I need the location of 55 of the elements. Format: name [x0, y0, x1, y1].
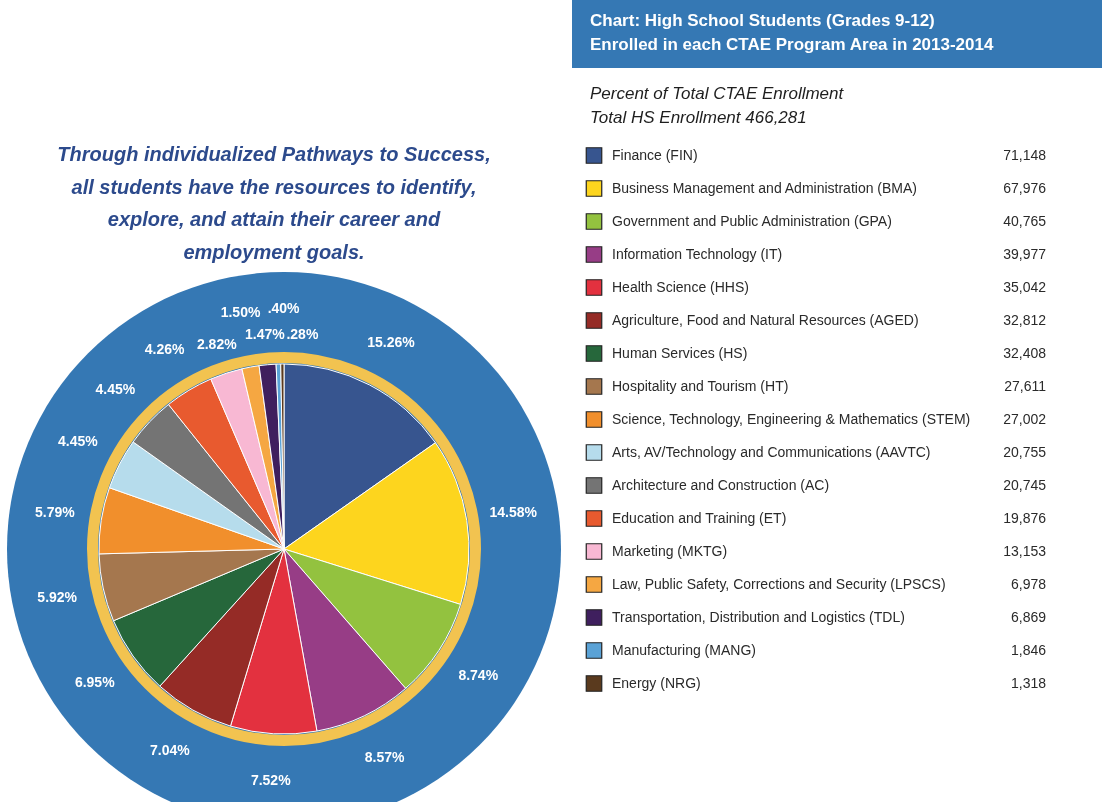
chart-title: Chart: High School Students (Grades 9-12) Enrolled in each CTAE Program Area in 2013-2014 — [590, 11, 994, 54]
data-label: 8.57% — [364, 749, 405, 766]
text: 27,611 — [1004, 377, 1046, 394]
legend-label: Marketing (MKTG) — [612, 542, 728, 559]
data-label: 1.50% — [220, 303, 261, 320]
legend-label: Hospitality and Tourism (HT) — [612, 377, 789, 394]
legend-label: Finance (FIN) — [612, 146, 698, 163]
data-label: 4.45% — [95, 380, 136, 397]
text: 19,876 — [1003, 509, 1046, 526]
text: 32,812 — [1003, 311, 1046, 328]
text: 40,765 — [1003, 212, 1046, 229]
legend-label: Science, Technology, Engineering & Mathematics (STEM) — [612, 410, 971, 427]
legend-label: Architecture and Construction (AC) — [612, 476, 830, 493]
chart-subtitle: Percent of Total CTAE Enrollment — [590, 84, 845, 103]
text: 1,318 — [1010, 674, 1046, 691]
text: 71,148 — [1003, 146, 1046, 163]
text: 32,408 — [1003, 344, 1046, 361]
legend-label: Government and Public Administration (GPA) — [612, 212, 892, 229]
data-label: 7.04% — [149, 741, 191, 758]
data-label: 4.45% — [58, 433, 99, 450]
data-label: 4.26% — [144, 341, 186, 358]
data-label: 5.92% — [37, 588, 78, 605]
text: 39,977 — [1003, 245, 1046, 262]
legend-label: Transportation, Distribution and Logistics (TDL) — [612, 608, 905, 625]
data-label: 6.95% — [74, 674, 116, 691]
data-label: 5.79% — [34, 504, 76, 521]
text: 20,755 — [1003, 443, 1046, 460]
legend-label: Law, Public Safety, Corrections and Security (LPSCS) — [612, 575, 946, 592]
text: 1,846 — [1010, 641, 1046, 658]
text: 27,002 — [1003, 410, 1046, 427]
text: 20,745 — [1003, 476, 1046, 493]
text: 6,869 — [1010, 608, 1046, 625]
data-label: .28% — [286, 325, 319, 342]
legend-label: Health Science (HHS) — [612, 278, 749, 295]
legend-label: Education and Training (ET) — [612, 509, 787, 526]
legend-label: Energy (NRG) — [612, 674, 701, 691]
data-label: 15.26% — [367, 334, 416, 351]
text: 35,042 — [1003, 278, 1046, 295]
data-label: 2.82% — [196, 335, 238, 352]
legend-label: Manufacturing (MANG) — [612, 641, 756, 658]
text: 13,153 — [1003, 542, 1046, 559]
legend-label: Agriculture, Food and Natural Resources (AGED) — [612, 311, 919, 328]
data-label: 14.58% — [489, 504, 538, 521]
legend-label: Human Services (HS) — [612, 344, 748, 361]
legend-title: Total HS Enrollment 466,281 — [590, 108, 807, 127]
text: 67,976 — [1003, 179, 1046, 196]
data-label: .40% — [267, 300, 301, 316]
data-label: 7.52% — [250, 771, 292, 788]
text: Through individualized Pathways to Success, all students have the resources to identify, explore, and attain their career and employment goals. — [57, 143, 491, 263]
text: 6,978 — [1010, 575, 1046, 592]
legend-label: Arts, AV/Technology and Communications (AAVTC) — [612, 443, 931, 460]
data-label: 8.74% — [458, 666, 499, 683]
legend-label: Business Management and Administration (BMA) — [612, 179, 918, 196]
legend-label: Information Technology (IT) — [612, 245, 783, 262]
data-label: 1.47% — [245, 325, 286, 342]
